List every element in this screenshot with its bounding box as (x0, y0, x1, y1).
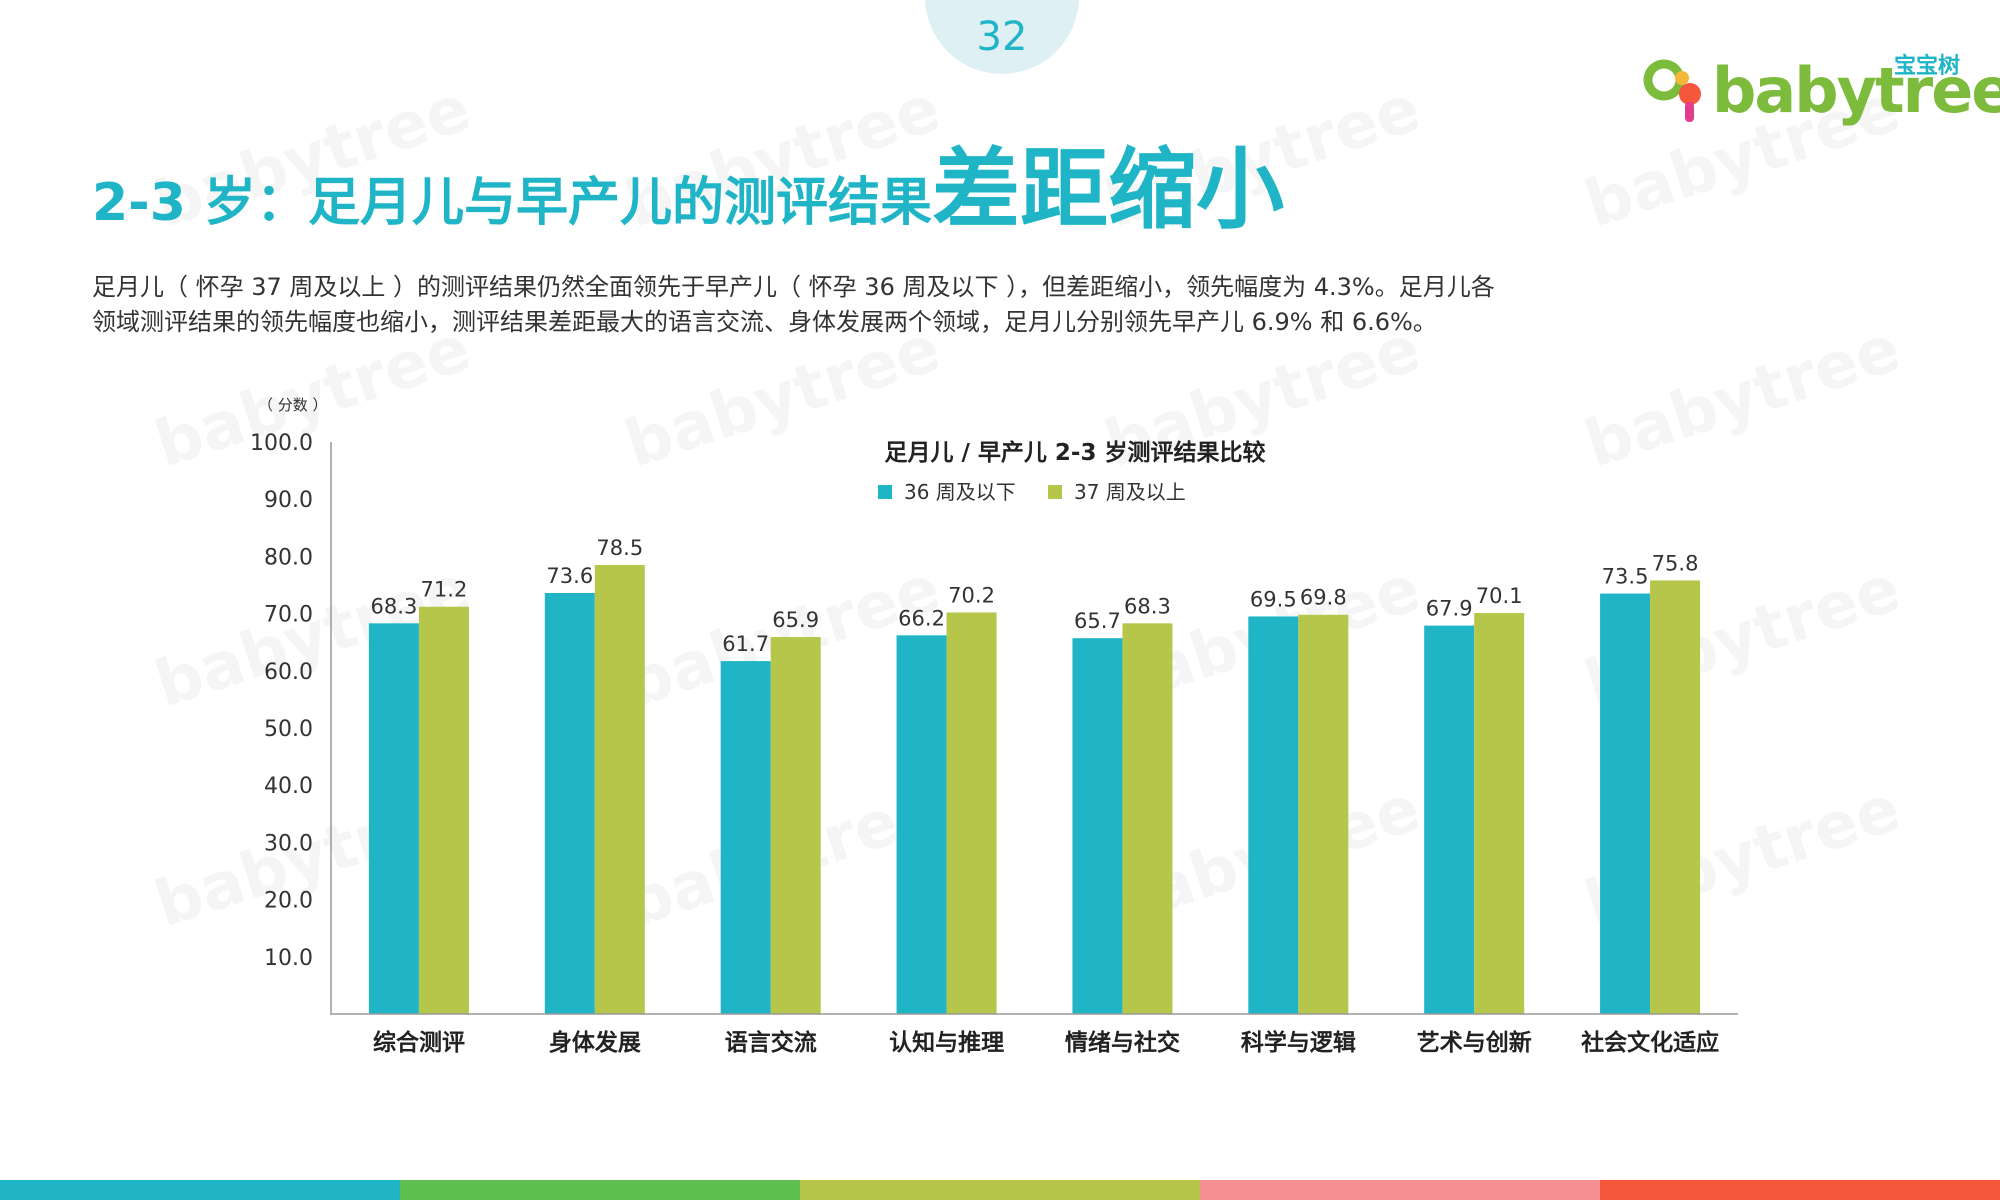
description-line: 足月儿（ 怀孕 37 周及以上 ）的测评结果仍然全面领先于早产儿（ 怀孕 36 … (92, 273, 1495, 301)
y-tick-label: 70.0 (264, 603, 313, 628)
bar (1650, 580, 1701, 1014)
logo-text-cn: 宝宝树 (1893, 54, 1960, 79)
bar-value-label: 65.9 (772, 608, 819, 632)
bottom-bar-segment (400, 1180, 800, 1200)
bar (1298, 614, 1349, 1014)
title-main: 2-3 岁：足月儿与早产儿的测评结果 (92, 173, 933, 233)
page-title: 2-3 岁：足月儿与早产儿的测评结果差距缩小 (92, 146, 1284, 234)
bar-value-label: 73.5 (1602, 565, 1649, 589)
y-tick-label: 80.0 (264, 545, 313, 570)
bottom-bar-segment (0, 1180, 400, 1200)
description: 足月儿（ 怀孕 37 周及以上 ）的测评结果仍然全面领先于早产儿（ 怀孕 36 … (92, 270, 1652, 340)
bar (1122, 623, 1173, 1014)
x-category-label: 语言交流 (725, 1029, 817, 1056)
y-tick-label: 40.0 (264, 774, 313, 799)
x-category-label: 情绪与社交 (1065, 1029, 1180, 1056)
chart-title: 足月儿 / 早产儿 2-3 岁测评结果比较 (885, 439, 1266, 466)
legend-label: 36 周及以下 (904, 480, 1016, 504)
y-tick-label: 30.0 (264, 831, 313, 856)
bar-value-label: 66.2 (898, 606, 945, 630)
legend: 36 周及以下 37 周及以上 (878, 480, 1186, 504)
bar-value-label: 75.8 (1652, 551, 1699, 575)
bar-value-label: 71.2 (421, 578, 468, 602)
bar (1474, 613, 1525, 1014)
bar (1248, 616, 1299, 1014)
bar (1424, 625, 1475, 1014)
babytree-logo: 宝宝树 babytree (1640, 46, 2000, 126)
legend-swatch (878, 485, 892, 499)
bar-value-label: 68.3 (371, 594, 418, 618)
x-category-label: 艺术与创新 (1417, 1029, 1532, 1056)
x-category-label: 身体发展 (549, 1029, 641, 1056)
y-tick-label: 60.0 (264, 660, 313, 685)
y-tick-label: 90.0 (264, 488, 313, 513)
bottom-bar-segment (800, 1180, 1200, 1200)
legend-label: 37 周及以上 (1074, 480, 1186, 504)
x-category-label: 认知与推理 (889, 1029, 1004, 1056)
bottom-bar-segment (1600, 1180, 2000, 1200)
title-emphasis: 差距缩小 (932, 138, 1285, 241)
bar (896, 635, 947, 1014)
bar-value-label: 67.9 (1426, 597, 1473, 621)
y-axis-unit: （ 分数 ） (258, 396, 328, 414)
bar (594, 564, 645, 1014)
x-category-label: 社会文化适应 (1581, 1029, 1719, 1056)
bar (368, 623, 419, 1014)
bar-value-label: 65.7 (1074, 609, 1121, 633)
bar-value-label: 70.2 (948, 583, 995, 607)
bar-chart: （ 分数 ） 足月儿 / 早产儿 2-3 岁测评结果比较 36 周及以下 37 周… (250, 396, 1738, 1056)
y-tick-label: 100.0 (250, 431, 313, 456)
bar (418, 606, 469, 1014)
bar-value-label: 78.5 (596, 536, 643, 560)
logo-icon (1643, 59, 1701, 122)
bottom-color-bar (0, 1180, 2000, 1200)
bar (544, 593, 595, 1014)
y-tick-label: 20.0 (264, 889, 313, 914)
bar (720, 661, 771, 1014)
bottom-bar-segment (1200, 1180, 1600, 1200)
bar (770, 637, 821, 1014)
logo-text-en: babytree (1712, 54, 2000, 127)
legend-swatch (1048, 485, 1062, 499)
bar-value-label: 73.6 (546, 564, 593, 588)
y-tick-label: 50.0 (264, 717, 313, 742)
bar (1072, 638, 1123, 1014)
bar-value-label: 61.7 (722, 632, 769, 656)
page-number: 32 (976, 14, 1028, 60)
x-category-label: 综合测评 (373, 1029, 465, 1056)
bar-value-label: 70.1 (1476, 584, 1523, 608)
bar (1600, 593, 1651, 1014)
y-tick-label: 10.0 (264, 946, 313, 971)
bar-value-label: 68.3 (1124, 594, 1171, 618)
bar-value-label: 69.5 (1250, 587, 1297, 611)
bar-value-label: 69.8 (1300, 586, 1347, 610)
x-category-label: 科学与逻辑 (1241, 1029, 1356, 1056)
description-line: 领域测评结果的领先幅度也缩小，测评结果差距最大的语言交流、身体发展两个领域，足月… (92, 308, 1437, 336)
bar (946, 612, 997, 1014)
